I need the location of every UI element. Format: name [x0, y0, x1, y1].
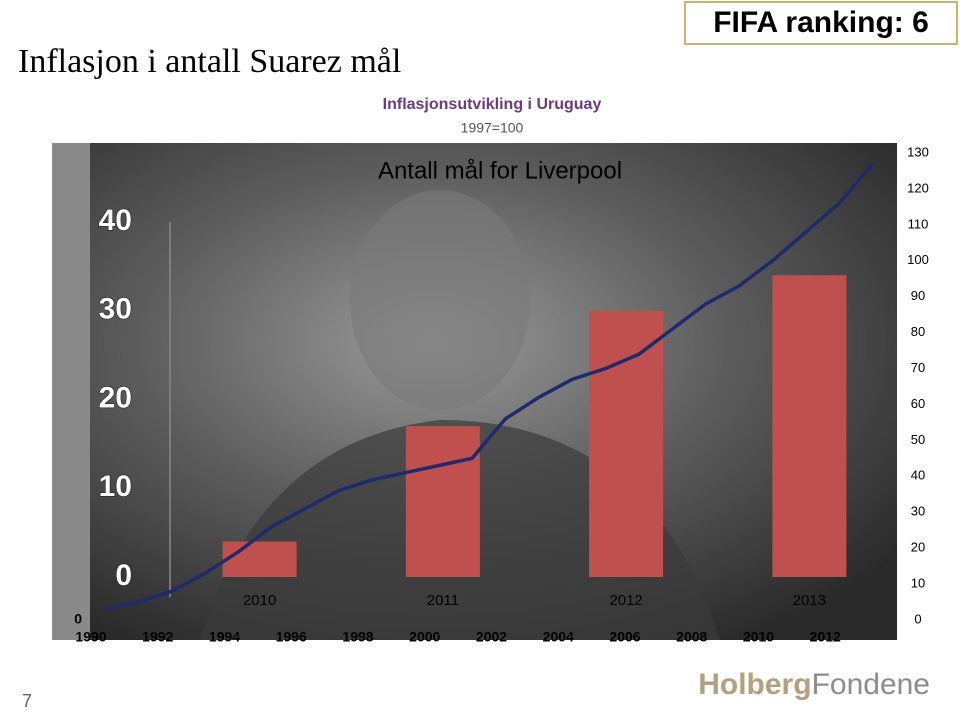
- line-y2-tick-label: 60: [911, 396, 925, 411]
- line-y2-tick-label: 10: [911, 576, 925, 591]
- line-x-tick-label: 2012: [810, 629, 841, 645]
- page-number: 7: [22, 691, 32, 711]
- line-x-tick-label: 1990: [75, 629, 106, 645]
- bar-title: Antall mål for Liverpool: [378, 157, 622, 184]
- logo: HolbergFondene: [698, 668, 930, 701]
- line-y2-tick-label: 80: [911, 324, 925, 339]
- line-x-tick-label: 2008: [676, 629, 707, 645]
- bar-y-tick-label: 20: [99, 381, 132, 414]
- line-y2-tick-label: 100: [907, 252, 929, 267]
- line-x-tick-label: 1996: [276, 629, 307, 645]
- line-y2-tick-label: 20: [911, 540, 925, 555]
- line-y-tick-label: 0: [74, 611, 82, 627]
- bar: [589, 310, 664, 577]
- line-x-tick-label: 2000: [409, 629, 440, 645]
- side-block: [52, 143, 90, 640]
- line-x-tick-label: 1994: [209, 629, 240, 645]
- line-y2-tick-label: 130: [907, 144, 929, 159]
- bar-category-label: 2010: [243, 592, 276, 609]
- logo-b: Fondene: [812, 668, 930, 701]
- line-x-tick-label: 1998: [342, 629, 373, 645]
- bar-category-label: 2011: [427, 592, 459, 609]
- line-subtitle: 1997=100: [461, 120, 524, 136]
- badge: FIFA ranking: 6: [713, 6, 929, 39]
- line-x-tick-label: 2010: [743, 629, 774, 645]
- logo-a: Holberg: [698, 668, 811, 701]
- line-x-tick-label: 2006: [609, 629, 640, 645]
- bar: [222, 541, 297, 577]
- line-y2-tick-label: 50: [911, 432, 925, 447]
- line-title: Inflasjonsutvikling i Uruguay: [383, 96, 602, 113]
- bar: [772, 275, 847, 577]
- line-y2-tick-label: 40: [911, 468, 925, 483]
- bar-category-label: 2013: [793, 592, 826, 609]
- bar-y-tick-label: 10: [99, 470, 132, 503]
- bar-y-tick-label: 30: [99, 293, 132, 326]
- line-y2-tick-label: 90: [911, 288, 925, 303]
- line-x-tick-label: 1992: [142, 629, 173, 645]
- line-x-tick-label: 2004: [543, 629, 574, 645]
- line-x-tick-label: 2002: [476, 629, 507, 645]
- photo-face: [350, 190, 530, 410]
- bar: [405, 426, 480, 577]
- inflation-line: [104, 162, 874, 611]
- bar-y-tick-label: 0: [115, 559, 132, 592]
- line-y2-tick-label: 110: [908, 216, 929, 231]
- line-y2-tick-label: 30: [911, 504, 925, 519]
- line-y2-tick-label: 120: [907, 180, 929, 195]
- line-y2-tick-label: 0: [914, 611, 921, 626]
- line-y2-tick-label: 70: [911, 360, 925, 375]
- right-panel: [897, 143, 960, 640]
- bar-category-label: 2012: [609, 592, 642, 609]
- badge-box: [684, 1, 958, 45]
- bar-y-tick-label: 40: [99, 204, 132, 237]
- slide-title: Inflasjon i antall Suarez mål: [18, 43, 401, 80]
